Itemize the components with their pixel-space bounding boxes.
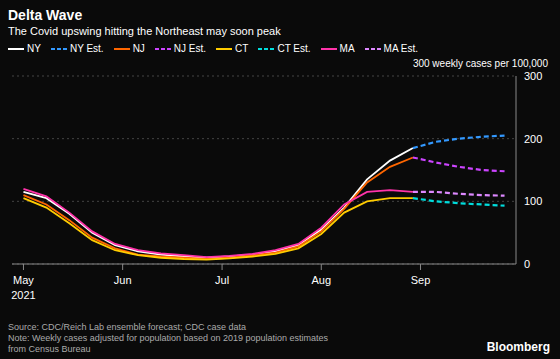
- svg-text:0: 0: [524, 258, 530, 270]
- svg-text:Jul: Jul: [215, 274, 229, 286]
- html-text:CT Est.: CT Est.: [277, 43, 311, 54]
- html-text:NY: NY: [27, 43, 41, 54]
- svg-text:May: May: [13, 274, 34, 286]
- html-text:MA: MA: [339, 43, 355, 54]
- html-text:NY Est.: NY Est.: [69, 43, 104, 54]
- html-text:Source: CDC/Reich Lab ensemble: Source: CDC/Reich Lab ensemble forecast;…: [8, 322, 247, 332]
- svg-text:Aug: Aug: [311, 274, 331, 286]
- svg-text:Sep: Sep: [411, 274, 431, 286]
- svg-text:Jun: Jun: [114, 274, 132, 286]
- html-text:CT: CT: [235, 43, 249, 54]
- svg-text:300: 300: [524, 70, 542, 82]
- html-text:MA Est.: MA Est.: [383, 43, 418, 54]
- svg-text:100: 100: [524, 195, 542, 207]
- html-text:Note: Weekly cases adjusted fo: Note: Weekly cases adjusted for populati…: [8, 333, 328, 343]
- html-text:The Covid upswing hitting the: The Covid upswing hitting the Northeast …: [8, 25, 281, 37]
- html-text:300 weekly cases per 100,000: 300 weekly cases per 100,000: [412, 58, 548, 69]
- html-text:from Census Bureau: from Census Bureau: [8, 344, 91, 354]
- svg-text:200: 200: [524, 133, 542, 145]
- html-text:Delta Wave: Delta Wave: [8, 7, 83, 23]
- html-text:NJ Est.: NJ Est.: [173, 43, 207, 54]
- html-text:Bloomberg: Bloomberg: [486, 340, 550, 354]
- svg-text:2021: 2021: [11, 289, 35, 301]
- html-text:NJ: NJ: [132, 43, 145, 54]
